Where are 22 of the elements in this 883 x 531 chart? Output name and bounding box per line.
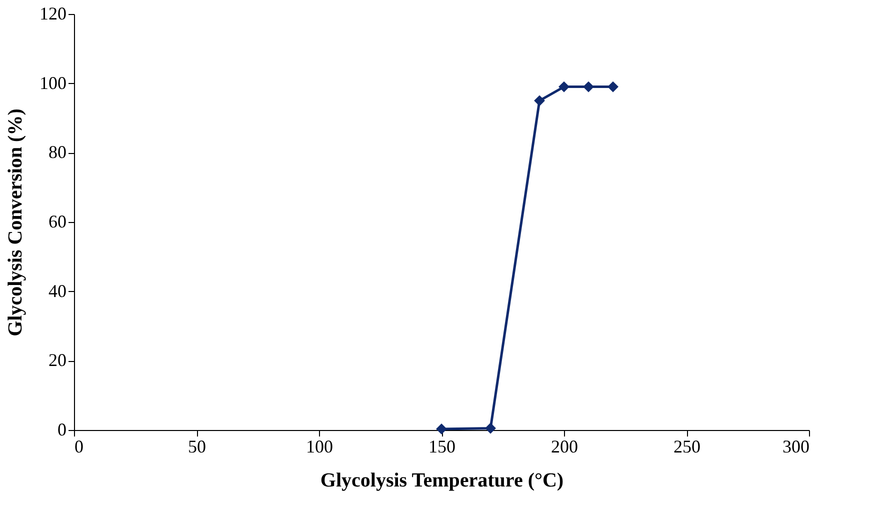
y-tick-label: 0 [58,420,66,440]
x-tick-label: 250 [674,436,700,456]
x-tick-label: 100 [306,436,333,456]
x-tick-label: 200 [551,436,578,456]
y-tick-label: 100 [40,72,66,93]
point [534,95,545,106]
y-axis-title: Glycolysis Conversion (%) [4,108,26,336]
x-tick-label: 0 [74,436,84,456]
x-axis-title: Glycolysis Temperature (°C) [320,470,564,492]
point [583,81,594,92]
point [608,81,618,92]
y-tick-label: 60 [48,212,66,232]
point [436,423,447,434]
y-tick-label: 40 [48,280,66,301]
y-tick-label: 80 [48,142,66,162]
y-tick-label: 120 [40,4,66,24]
x-tick-label: 150 [428,436,456,456]
x-tick-label: 300 [782,436,810,456]
point [558,81,570,92]
y-tick-label: 20 [48,350,66,370]
point [485,422,496,434]
x-tick-label: 50 [188,436,206,456]
